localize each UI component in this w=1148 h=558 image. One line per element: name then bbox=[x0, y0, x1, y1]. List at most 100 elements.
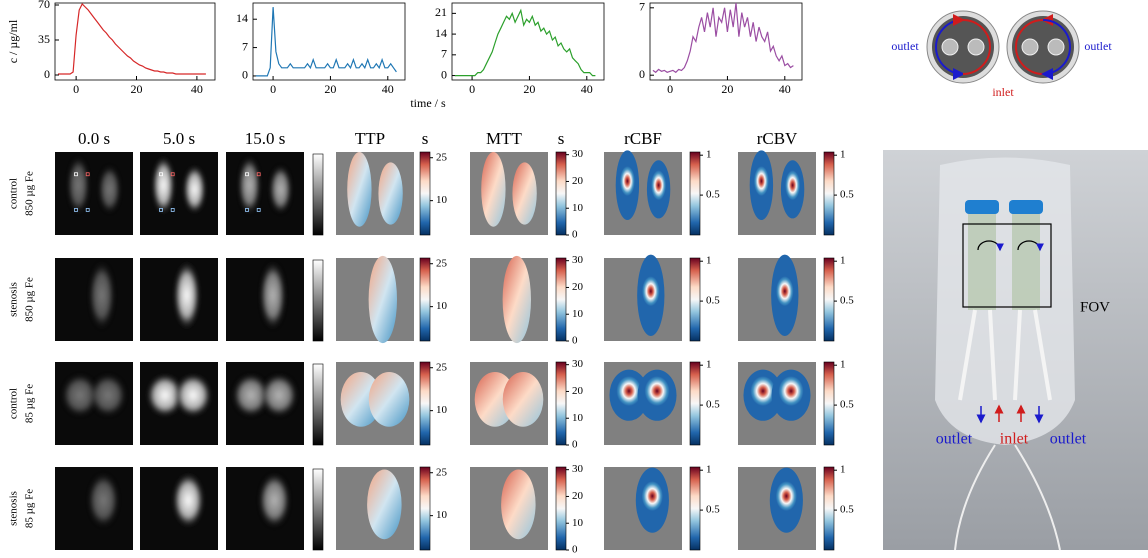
panel-bg bbox=[738, 152, 816, 235]
x-tick-label: 20 bbox=[523, 82, 535, 96]
colorbar bbox=[689, 466, 701, 551]
colorbar bbox=[312, 153, 324, 236]
roi-marker bbox=[159, 208, 163, 212]
colorbar bbox=[312, 363, 324, 446]
image-panel bbox=[140, 362, 218, 445]
intensity-blob bbox=[258, 472, 291, 529]
colorbar-tick-label: 30 bbox=[572, 148, 584, 160]
diagram-label: outlet bbox=[891, 39, 919, 53]
map-core bbox=[775, 481, 797, 511]
roi-marker bbox=[245, 172, 249, 177]
colorbar-tick-label: 25 bbox=[436, 151, 448, 163]
colorbar-tick-label: 0 bbox=[572, 229, 578, 241]
colorbar-tick-label: 20 bbox=[572, 385, 584, 397]
y-tick-label: 14 bbox=[236, 11, 248, 25]
intensity-blob bbox=[87, 472, 120, 529]
column-header: rCBV bbox=[757, 129, 798, 148]
intensity-blob bbox=[67, 155, 90, 216]
colorbar bbox=[419, 361, 431, 446]
colorbar bbox=[419, 151, 431, 236]
colorbar-tick-label: 25 bbox=[436, 466, 448, 478]
y-tick-label: 0 bbox=[639, 67, 645, 81]
colorbar-tick-label: 0.5 bbox=[840, 189, 854, 201]
colorbar-tick-label: 20 bbox=[572, 281, 584, 293]
colorbar-tick-label: 10 bbox=[436, 194, 448, 206]
plot-frame bbox=[54, 2, 216, 81]
colorbar-tick-label: 10 bbox=[436, 509, 448, 521]
colorbar-tick-label: 10 bbox=[436, 404, 448, 416]
colorbar-tick-label: 1 bbox=[706, 359, 712, 371]
map-region bbox=[347, 152, 372, 227]
colorbar bbox=[689, 257, 701, 342]
colorbar-tick-label: 10 bbox=[572, 412, 584, 424]
row-dose: 850 µg Fe bbox=[24, 277, 36, 322]
roi-marker bbox=[85, 172, 90, 177]
unit-label: s bbox=[558, 129, 565, 148]
map-region bbox=[502, 255, 531, 344]
y-tick-label: 0 bbox=[44, 67, 50, 81]
row-dose: 850 µg Fe bbox=[24, 171, 36, 216]
colorbar-tick-label: 1 bbox=[840, 359, 846, 371]
colorbar bbox=[419, 466, 431, 551]
image-panel bbox=[738, 150, 816, 235]
colorbar bbox=[555, 466, 567, 551]
map-core bbox=[619, 166, 635, 196]
map-region bbox=[368, 255, 397, 344]
map-core bbox=[778, 376, 804, 406]
row-condition: stenosis bbox=[8, 282, 20, 317]
y-tick-label: 14 bbox=[435, 26, 447, 40]
map-region bbox=[367, 469, 402, 540]
y-tick-label: 70 bbox=[38, 0, 50, 11]
colorbar-tick-label: 0.5 bbox=[706, 504, 720, 516]
plot-frame bbox=[649, 2, 803, 81]
roi-marker bbox=[170, 208, 175, 212]
x-tick-label: 0 bbox=[270, 82, 276, 96]
photo-label: outlet bbox=[1050, 431, 1087, 448]
colorbar-tick-label: 0.5 bbox=[840, 295, 854, 307]
photo: FOV outlet inlet outlet bbox=[883, 150, 1148, 551]
intensity-blob bbox=[152, 155, 175, 216]
unit-label: s bbox=[422, 129, 429, 148]
colorbar bbox=[689, 151, 701, 236]
map-core bbox=[776, 276, 794, 307]
data-line bbox=[58, 2, 206, 75]
colorbar-tick-label: 30 bbox=[572, 358, 584, 370]
colorbar-tick-label: 20 bbox=[572, 490, 584, 502]
roi-marker bbox=[245, 208, 249, 212]
colorbar bbox=[312, 259, 324, 342]
intensity-blob bbox=[238, 155, 261, 216]
image-panel bbox=[738, 254, 816, 341]
intensity-blob bbox=[183, 164, 206, 215]
image-panel bbox=[470, 255, 548, 344]
image-panel bbox=[226, 258, 304, 341]
roi-marker bbox=[74, 208, 78, 212]
y-tick-label: 7 bbox=[242, 39, 248, 53]
x-tick-label: 20 bbox=[131, 82, 143, 96]
intensity-blob bbox=[174, 373, 212, 418]
y-tick-label: 35 bbox=[38, 32, 50, 46]
colorbar-tick-label: 0.5 bbox=[706, 189, 720, 201]
image-panel bbox=[336, 255, 414, 344]
image-panel bbox=[470, 152, 548, 235]
roi-marker bbox=[85, 208, 90, 212]
x-tick-label: 20 bbox=[721, 82, 733, 96]
intensity-blob bbox=[98, 164, 121, 215]
image-panel bbox=[55, 258, 133, 341]
colorbar-tick-label: 0 bbox=[572, 544, 578, 556]
image-panel bbox=[55, 467, 133, 550]
map-region bbox=[378, 162, 403, 225]
x-tick-label: 0 bbox=[73, 82, 79, 96]
map-region bbox=[474, 371, 516, 427]
row-dose: 85 µg Fe bbox=[24, 384, 36, 423]
colorbar bbox=[555, 361, 567, 446]
image-panel bbox=[604, 467, 682, 550]
image-panel bbox=[226, 152, 304, 235]
colorbar bbox=[689, 361, 701, 446]
colorbar-tick-label: 10 bbox=[572, 202, 584, 214]
colorbar-tick-label: 0 bbox=[572, 335, 578, 347]
image-panel bbox=[55, 362, 133, 445]
y-tick-label: 21 bbox=[435, 5, 447, 19]
row-condition: stenosis bbox=[8, 491, 20, 526]
colorbar bbox=[823, 257, 835, 342]
column-header: 0.0 s bbox=[78, 129, 110, 148]
